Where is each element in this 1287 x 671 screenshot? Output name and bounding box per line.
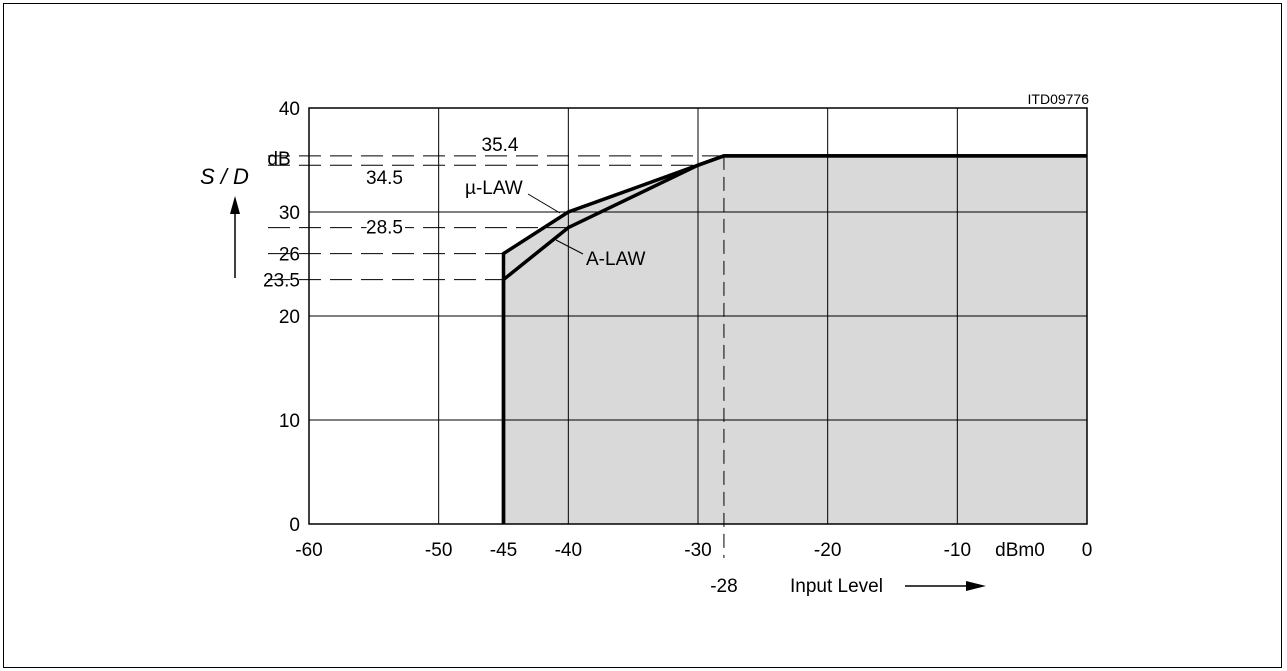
figure-frame bbox=[3, 3, 1282, 668]
series-leader-mu-law bbox=[527, 193, 561, 214]
x-tick-label: -50 bbox=[425, 540, 452, 561]
x-tick-label: -20 bbox=[814, 540, 841, 561]
level-label: 26 bbox=[279, 245, 300, 266]
y-tick-label: 20 bbox=[279, 307, 300, 328]
x-tick-label: -40 bbox=[555, 540, 582, 561]
y-tick-label: 40 bbox=[279, 99, 300, 120]
series-label-mu-law: µ-LAW bbox=[465, 178, 523, 199]
level-label: 34.5 bbox=[366, 168, 403, 189]
y-tick-label: 10 bbox=[279, 411, 300, 432]
y-axis-arrow bbox=[230, 196, 240, 278]
x-tick-label: -60 bbox=[295, 540, 322, 561]
y-unit-label: dB bbox=[267, 149, 290, 170]
shaded-region bbox=[503, 155, 1087, 524]
series-line-a-law bbox=[501, 154, 1087, 524]
level-label-x: -28 bbox=[710, 576, 737, 597]
level-label: 35.4 bbox=[482, 135, 519, 156]
x-unit-label: dBm0 bbox=[995, 540, 1045, 561]
plot-border bbox=[308, 107, 1088, 525]
y-axis-label: S / D bbox=[200, 164, 249, 189]
series-leader-a-law bbox=[555, 239, 584, 255]
x-tick-label: 0 bbox=[1082, 540, 1093, 561]
y-tick-label: 30 bbox=[279, 203, 300, 224]
x-tick-label: -10 bbox=[944, 540, 971, 561]
level-label: 28.5 bbox=[366, 218, 403, 239]
x-axis-label: Input Level bbox=[790, 576, 883, 597]
code-label: ITD09776 bbox=[1028, 91, 1090, 107]
level-label: 23.5 bbox=[263, 271, 300, 292]
x-tick-label: -30 bbox=[684, 540, 711, 561]
x-axis-arrow bbox=[905, 581, 986, 591]
series-label-a-law: A-LAW bbox=[586, 249, 646, 270]
x-tick-label: -45 bbox=[490, 540, 517, 561]
y-tick-label: 0 bbox=[289, 515, 300, 536]
